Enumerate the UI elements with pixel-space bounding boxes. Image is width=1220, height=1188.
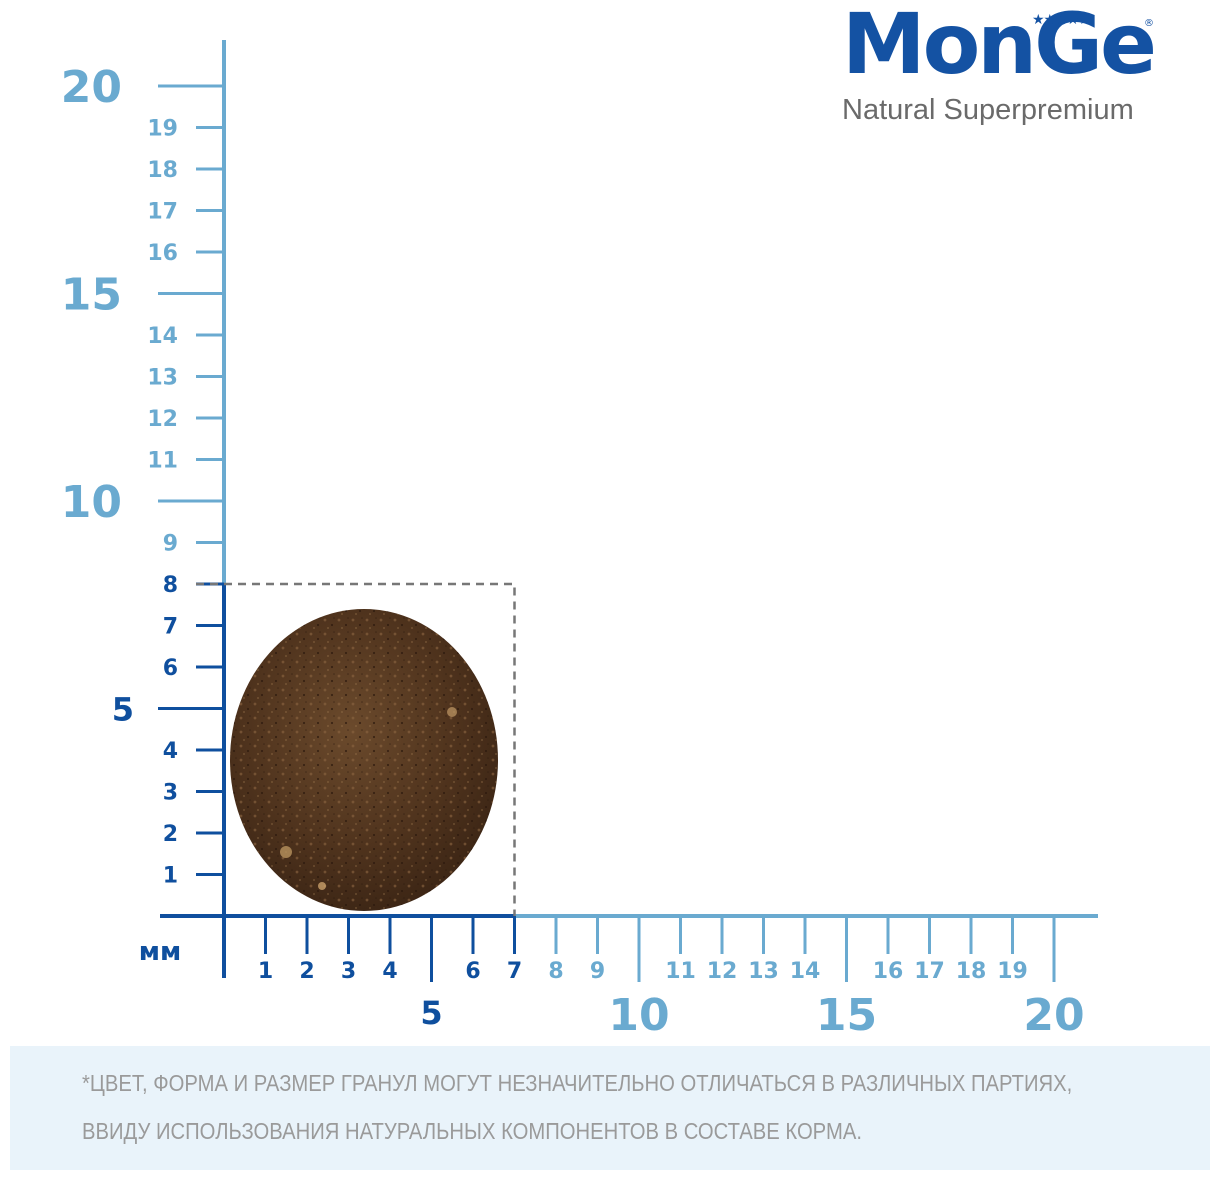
- y-tick-major-label: 15: [61, 270, 122, 321]
- y-tick-label: 9: [163, 532, 178, 557]
- disclaimer-line-1: *ЦВЕТ, ФОРМА И РАЗМЕР ГРАНУЛ МОГУТ НЕЗНА…: [82, 1070, 1073, 1096]
- disclaimer-banner: *ЦВЕТ, ФОРМА И РАЗМЕР ГРАНУЛ МОГУТ НЕЗНА…: [10, 1046, 1210, 1170]
- brand-wordmark: MonGe: [842, 0, 1157, 93]
- x-tick-label: 2: [299, 959, 314, 984]
- x-tick-label: 17: [914, 959, 945, 984]
- y-tick-label: 4: [163, 739, 178, 764]
- kibble-speck: [447, 707, 457, 717]
- y-tick-label: 3: [163, 781, 178, 806]
- y-tick-label: 14: [147, 324, 178, 349]
- y-tick-major-label: 5: [112, 691, 134, 729]
- x-tick-label: 12: [707, 959, 738, 984]
- y-tick-label: 8: [163, 573, 178, 598]
- brand-logo: MonGe ★★★★★ ® Natural Superpremium: [838, 2, 1168, 126]
- brand-stars-icon: ★★★★★: [1032, 12, 1091, 28]
- brand-tagline: Natural Superpremium: [842, 94, 1134, 126]
- x-tick-major-label: 15: [816, 990, 877, 1040]
- x-tick-label: 6: [465, 959, 480, 984]
- x-tick-label: 16: [873, 959, 904, 984]
- y-tick-label: 17: [147, 200, 178, 225]
- x-tick-label: 3: [341, 959, 356, 984]
- disclaimer-line-2: ВВИДУ ИСПОЛЬЗОВАНИЯ НАТУРАЛЬНЫХ КОМПОНЕН…: [82, 1118, 862, 1144]
- kibble-group: [230, 609, 498, 911]
- x-tick-label: 7: [507, 959, 522, 984]
- kibble-size-box: [196, 582, 516, 916]
- x-tick-label: 11: [665, 959, 696, 984]
- x-tick-label: 18: [956, 959, 987, 984]
- y-tick-major-label: 10: [61, 477, 122, 528]
- x-tick-major-label: 5: [420, 994, 442, 1032]
- y-tick-label: 13: [147, 366, 178, 391]
- x-tick-label: 13: [748, 959, 779, 984]
- y-tick-major-label: 20: [61, 62, 122, 113]
- x-tick-label: 1: [258, 959, 273, 984]
- y-tick-label: 1: [163, 864, 178, 889]
- y-tick-label: 16: [147, 241, 178, 266]
- kibble-speck: [318, 882, 326, 890]
- x-tick-label: 8: [548, 959, 563, 984]
- y-tick-label: 6: [163, 656, 178, 681]
- x-tick-label: 9: [590, 959, 605, 984]
- kibble-texture: [230, 609, 498, 911]
- y-tick-label: 11: [147, 449, 178, 474]
- unit-label: мм: [139, 937, 182, 967]
- x-tick-major-label: 10: [608, 990, 669, 1040]
- y-tick-label: 19: [147, 117, 178, 142]
- y-tick-label: 2: [163, 822, 178, 847]
- x-tick-label: 19: [997, 959, 1028, 984]
- kibble-speck: [280, 846, 292, 858]
- x-tick-label: 4: [382, 959, 397, 984]
- x-tick-major-label: 20: [1023, 990, 1084, 1040]
- registered-mark: ®: [1144, 18, 1154, 29]
- y-tick-label: 18: [147, 158, 178, 183]
- y-tick-label: 7: [163, 615, 178, 640]
- x-tick-label: 14: [790, 959, 821, 984]
- y-tick-label: 12: [147, 407, 178, 432]
